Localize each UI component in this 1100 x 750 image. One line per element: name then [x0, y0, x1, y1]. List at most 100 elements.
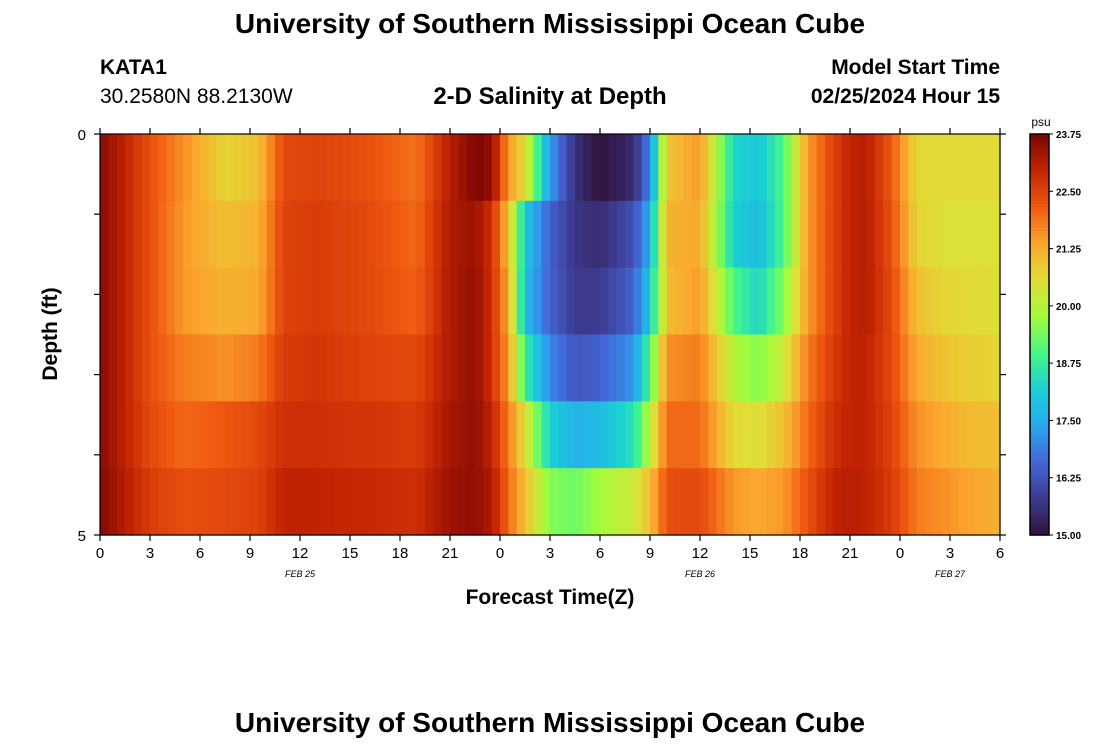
heatmap-cell [750, 267, 759, 336]
colorbar-segment [1030, 164, 1049, 169]
heatmap-cell [400, 267, 409, 336]
heatmap-cell [333, 334, 343, 402]
heatmap-cell [500, 334, 509, 402]
colorbar-tick-label: 23.75 [1056, 130, 1081, 141]
heatmap-cell [758, 267, 768, 336]
heatmap-cell [491, 334, 501, 402]
heatmap-cell [825, 200, 834, 269]
heatmap-cell [783, 401, 793, 469]
heatmap-cell [808, 200, 818, 269]
heatmap-cell [950, 401, 959, 469]
heatmap-cell [900, 468, 909, 536]
heatmap-cell [125, 401, 134, 469]
heatmap-cell [475, 267, 484, 336]
heatmap-cell [483, 134, 493, 202]
heatmap-cell [433, 401, 443, 469]
heatmap-cell [341, 334, 351, 402]
heatmap-cell [475, 134, 484, 202]
heatmap-cell [191, 267, 201, 336]
heatmap-cell [275, 134, 284, 202]
heatmap-cell [375, 200, 384, 269]
heatmap-cell [566, 267, 576, 336]
colorbar-segment [1030, 217, 1049, 222]
colorbar-segment [1030, 514, 1049, 519]
heatmap-cell [375, 334, 384, 402]
heatmap-cell [858, 200, 868, 269]
heatmap-cell [525, 334, 534, 402]
heatmap-cell [175, 401, 184, 469]
heatmap-cell [266, 200, 276, 269]
heatmap-cell [383, 200, 393, 269]
heatmap-cell [116, 468, 126, 536]
heatmap-cell [166, 334, 176, 402]
heatmap-cell [191, 468, 201, 536]
heatmap-cell [575, 468, 584, 536]
heatmap-cell [983, 334, 993, 402]
heatmap-cell [725, 267, 734, 336]
heatmap-cell [858, 401, 868, 469]
heatmap-cell [691, 267, 701, 336]
heatmap-cell [575, 134, 584, 202]
heatmap-cell [650, 401, 659, 469]
heatmap-cell [466, 134, 476, 202]
heatmap-cell [858, 334, 868, 402]
heatmap-cell [175, 134, 184, 202]
heatmap-cell [216, 468, 226, 536]
colorbar-segment [1030, 274, 1049, 279]
heatmap-cell [816, 200, 826, 269]
heatmap-cells [100, 134, 1001, 536]
colorbar-segment [1030, 197, 1049, 202]
heatmap-cell [466, 401, 476, 469]
heatmap-cell [883, 134, 893, 202]
heatmap-cell [916, 134, 926, 202]
heatmap-cell [791, 401, 801, 469]
heatmap-cell [508, 334, 518, 402]
heatmap-cell [808, 468, 818, 536]
heatmap-cell [375, 401, 384, 469]
heatmap-cell [966, 134, 976, 202]
heatmap-cell [666, 468, 676, 536]
heatmap-cell [216, 134, 226, 202]
heatmap-cell [525, 134, 534, 202]
heatmap-cell [625, 334, 634, 402]
colorbar-segment [1030, 448, 1049, 453]
heatmap-cell [600, 401, 609, 469]
heatmap-cell [550, 134, 559, 202]
heatmap-cell [733, 267, 743, 336]
heatmap-cell [258, 401, 268, 469]
heatmap-cell [516, 334, 526, 402]
heatmap-cell [925, 267, 934, 336]
heatmap-cell [900, 200, 909, 269]
colorbar-segment [1030, 421, 1049, 426]
heatmap-cell [366, 134, 376, 202]
heatmap-cell [991, 468, 1001, 536]
colorbar-segment [1030, 227, 1049, 232]
heatmap-cell [991, 334, 1001, 402]
heatmap-cell [150, 401, 159, 469]
colorbar-segment [1030, 464, 1049, 469]
colorbar-segment [1030, 291, 1049, 295]
heatmap-cell [183, 134, 193, 202]
heatmap-cell [975, 267, 984, 336]
heatmap-cell [933, 200, 943, 269]
colorbar-tick-label: 21.25 [1056, 245, 1081, 256]
colorbar-segment [1030, 524, 1049, 529]
heatmap-cell [191, 401, 201, 469]
heatmap-cell [441, 334, 451, 402]
heatmap-cell [266, 468, 276, 536]
heatmap-cell [550, 468, 559, 536]
heatmap-cell [800, 468, 809, 536]
heatmap-cell [700, 134, 709, 202]
heatmap-cell [316, 334, 326, 402]
colorbar-segment [1030, 160, 1049, 165]
heatmap-cell [883, 468, 893, 536]
heatmap-cell [250, 200, 259, 269]
heatmap-cell [633, 134, 643, 202]
colorbar-segment [1030, 210, 1049, 215]
heatmap-cell [150, 134, 159, 202]
heatmap-cell [875, 200, 884, 269]
heatmap-cell [933, 134, 943, 202]
heatmap-cell [333, 200, 343, 269]
heatmap-cell [866, 468, 876, 536]
colorbar-segment [1030, 347, 1049, 352]
